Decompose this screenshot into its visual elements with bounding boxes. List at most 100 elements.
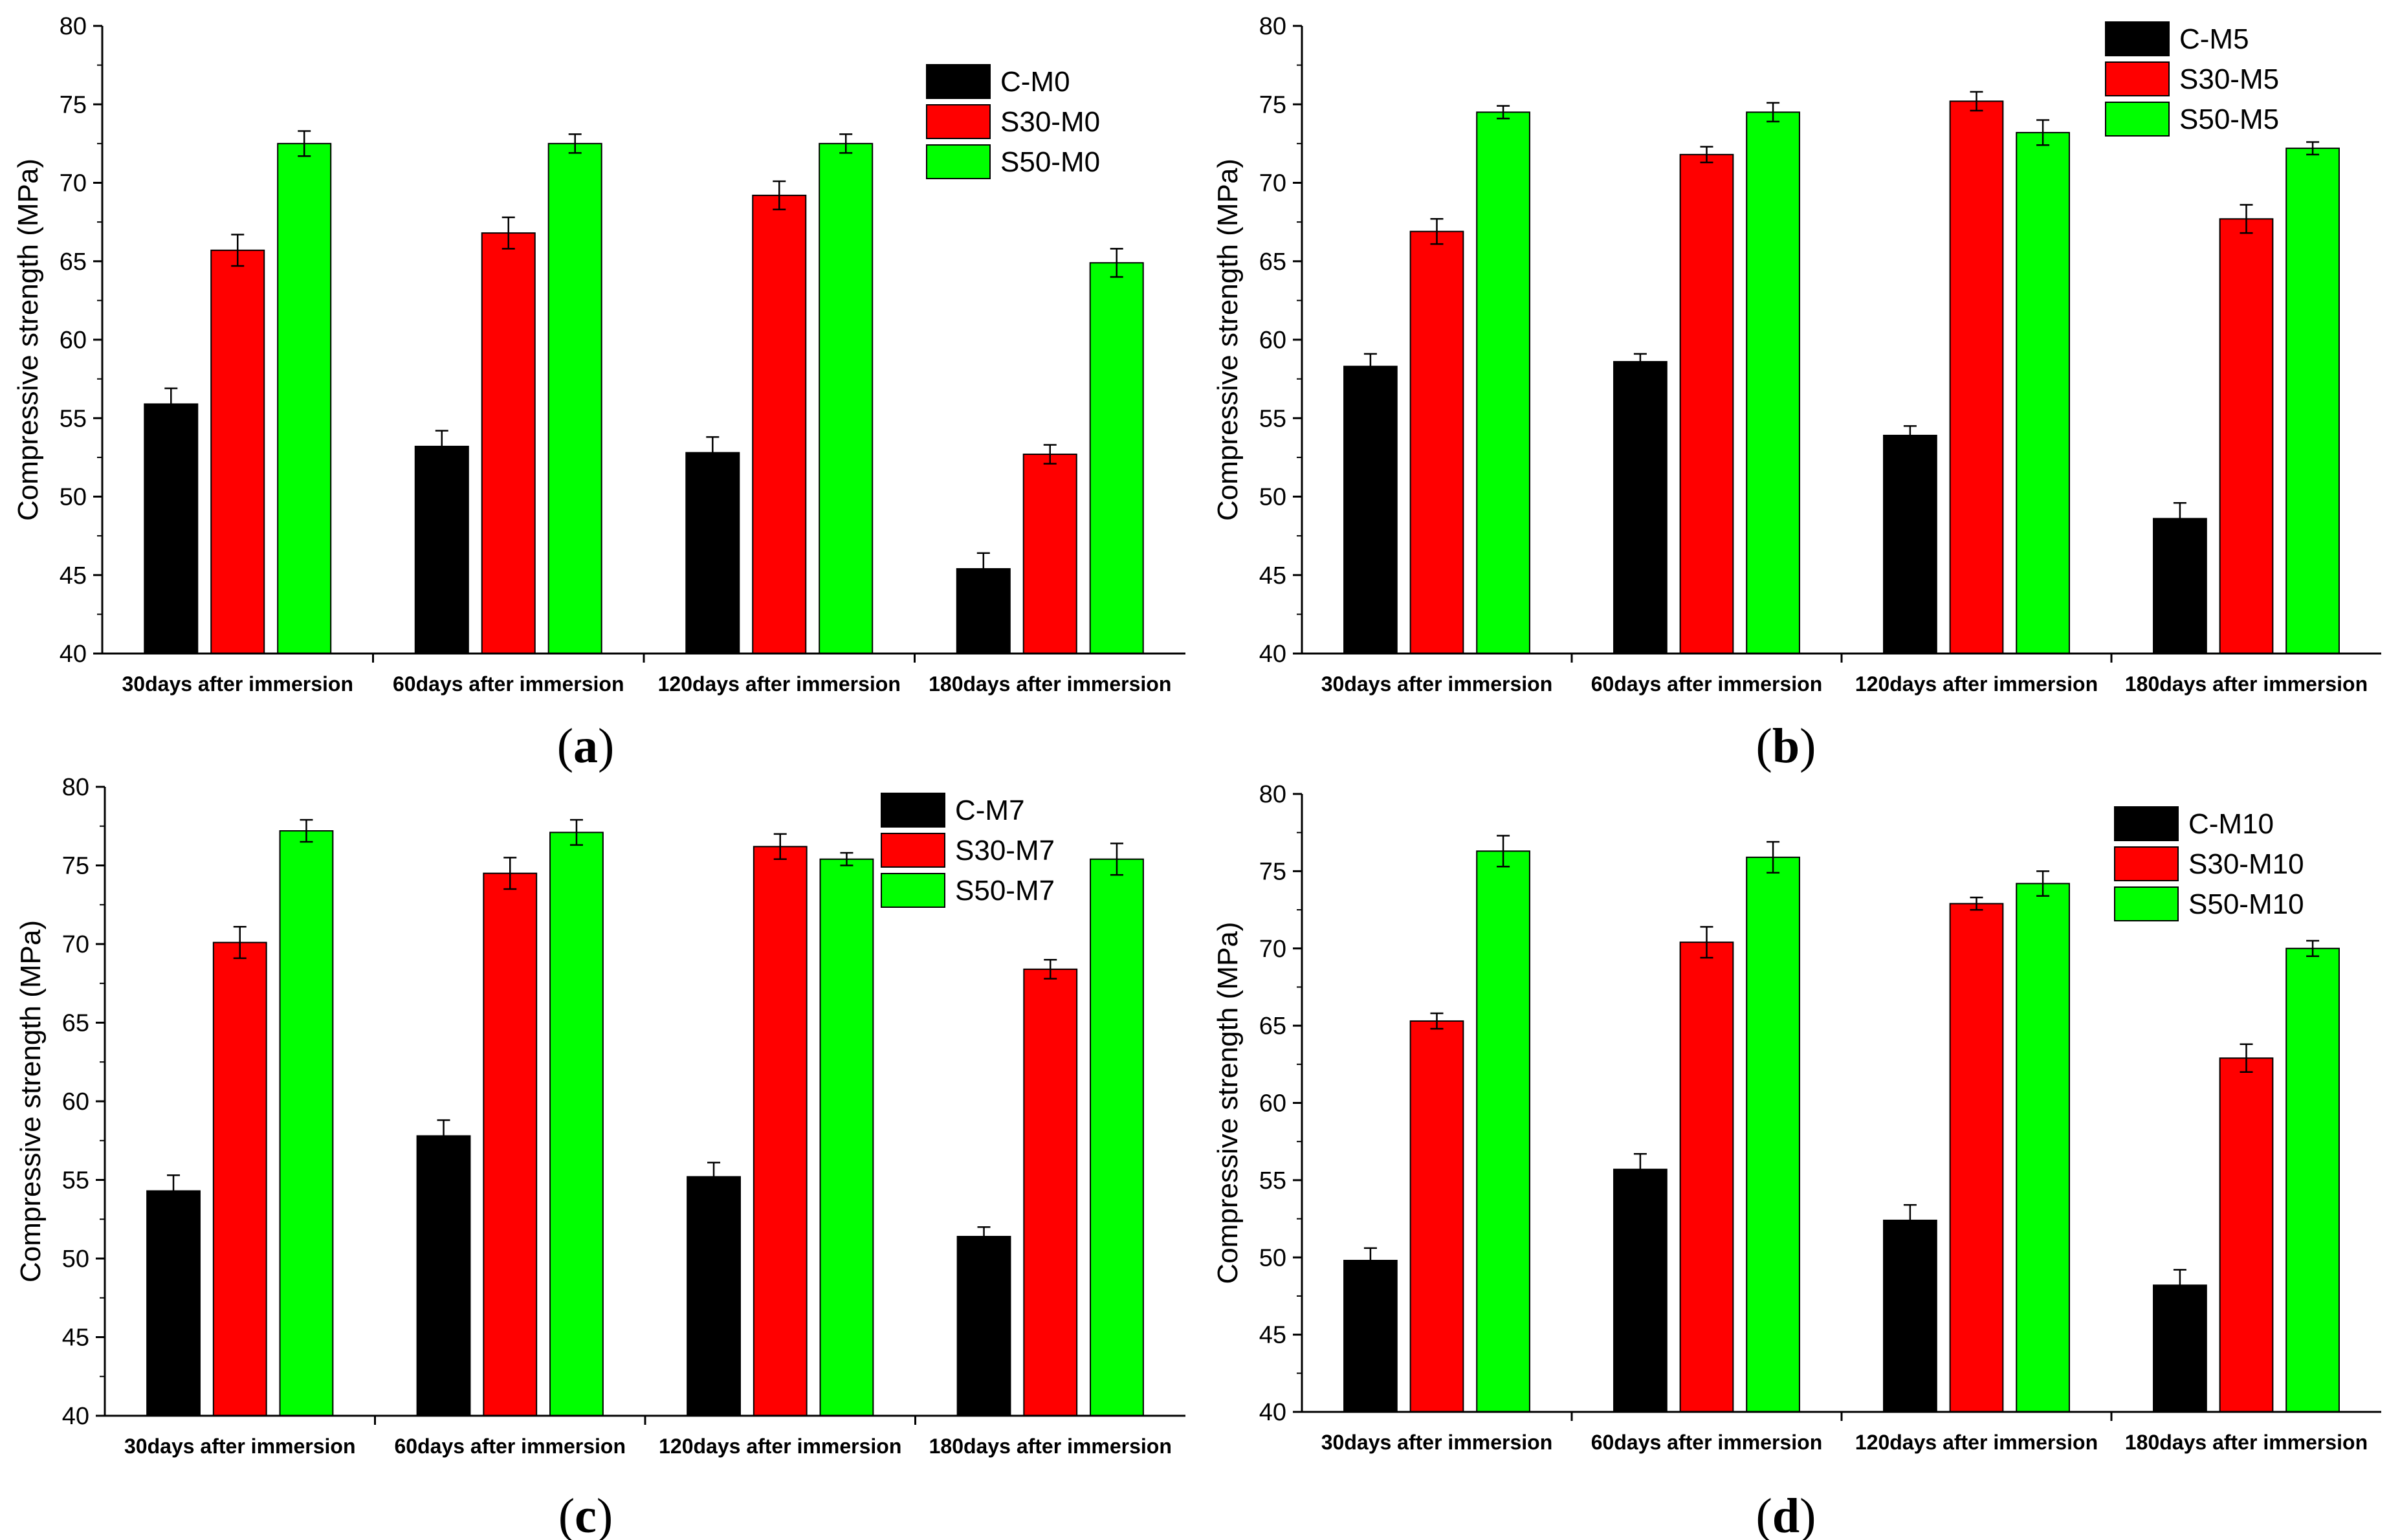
bar-C-M5-1 xyxy=(1343,366,1398,654)
bar-S30-M5-1 xyxy=(1409,230,1464,654)
bar-S50-M5-4 xyxy=(2285,148,2340,654)
bar-S30-M10-4 xyxy=(2219,1057,2274,1413)
bar-C-M10-1 xyxy=(1343,1260,1398,1413)
x-tick-label: 180days after immersion xyxy=(929,672,1171,696)
bar-C-M7-2 xyxy=(416,1135,471,1416)
y-tick-label: 45 xyxy=(60,562,87,589)
bar-S30-M10-1 xyxy=(1409,1020,1464,1413)
error-bar-C-M10-4 xyxy=(2173,1269,2186,1302)
error-bar-S30-M10-2 xyxy=(1700,926,1713,959)
legend-swatch-C-M5 xyxy=(2105,21,2170,56)
legend-label-S30-M10: S30-M10 xyxy=(2188,848,2304,880)
y-tick-label: 75 xyxy=(1259,91,1286,118)
bar-S50-M10-1 xyxy=(1476,850,1530,1413)
legend: C-M7 S30-M7 S50-M7 xyxy=(881,793,1055,908)
error-bar-C-M7-2 xyxy=(437,1119,450,1153)
legend-label-C-M7: C-M7 xyxy=(955,795,1025,826)
bar-C-M5-4 xyxy=(2153,518,2207,655)
panel-caption: (c) xyxy=(558,1489,613,1540)
bar-S50-M7-4 xyxy=(1090,858,1144,1416)
bar-S30-M5-4 xyxy=(2219,218,2274,654)
x-tick-label: 30days after immersion xyxy=(122,672,354,696)
error-bar-S50-M7-3 xyxy=(840,852,853,866)
panel-b: 30days after immersion 60days after immer… xyxy=(1212,13,2381,773)
x-tick-label: 60days after immersion xyxy=(393,672,624,696)
legend: C-M0 S30-M0 S50-M0 xyxy=(926,64,1100,179)
error-bar-S50-M7-1 xyxy=(300,819,313,843)
bar-S30-M10-2 xyxy=(1679,941,1734,1413)
y-tick-label: 45 xyxy=(1259,562,1286,589)
y-tick-label: 55 xyxy=(60,405,87,432)
y-tick-label: 50 xyxy=(1259,484,1286,511)
y-tick-label: 50 xyxy=(60,484,87,511)
bar-S30-M0-1 xyxy=(210,249,265,654)
y-tick-label: 60 xyxy=(1259,1090,1286,1117)
bar-S30-M7-4 xyxy=(1023,968,1078,1416)
y-tick-label: 45 xyxy=(1259,1322,1286,1349)
y-axis-title: Compressive strength (MPa) xyxy=(1212,159,1244,521)
error-bar-C-M10-3 xyxy=(1903,1204,1917,1237)
x-tick-label: 120days after immersion xyxy=(658,672,901,696)
legend-label-S30-M0: S30-M0 xyxy=(1000,106,1100,138)
bar-S50-M7-1 xyxy=(279,830,334,1417)
error-bar-S30-M10-1 xyxy=(1430,1012,1444,1030)
error-bar-C-M5-3 xyxy=(1903,425,1917,446)
error-bar-S30-M0-3 xyxy=(773,180,786,210)
error-bar-S30-M7-4 xyxy=(1044,959,1057,980)
x-tick-label: 60days after immersion xyxy=(395,1435,626,1458)
error-bar-C-M10-1 xyxy=(1363,1247,1377,1274)
y-tick-label: 80 xyxy=(1259,781,1286,808)
y-tick-label: 55 xyxy=(1259,1167,1286,1194)
legend-swatch-S50-M0 xyxy=(926,144,991,179)
bar-C-M10-2 xyxy=(1613,1169,1668,1413)
y-tick-label: 65 xyxy=(60,248,87,276)
bar-S30-M5-3 xyxy=(1949,100,2004,654)
legend-swatch-C-M10 xyxy=(2114,806,2179,841)
error-bar-S50-M5-3 xyxy=(2036,119,2050,146)
legend-swatch-S50-M10 xyxy=(2114,886,2179,921)
y-tick-label: 40 xyxy=(60,641,87,668)
legend: C-M5 S30-M5 S50-M5 xyxy=(2105,21,2279,137)
bar-S30-M5-2 xyxy=(1679,153,1734,655)
error-bar-C-M7-4 xyxy=(977,1226,991,1247)
y-tick-label: 75 xyxy=(60,91,87,118)
x-tick-label: 180days after immersion xyxy=(2125,1431,2368,1454)
error-bar-C-M5-1 xyxy=(1363,353,1377,380)
bar-C-M5-2 xyxy=(1613,360,1668,654)
y-tick-label: 75 xyxy=(62,853,89,880)
bar-S30-M0-2 xyxy=(481,232,536,655)
bar-S50-M5-1 xyxy=(1476,111,1530,654)
error-bar-S30-M7-3 xyxy=(773,833,787,861)
y-axis-title: Compressive strength (MPa) xyxy=(12,159,44,521)
y-tick-label: 60 xyxy=(60,327,87,354)
bar-S30-M0-3 xyxy=(752,194,807,654)
legend-swatch-S30-M10 xyxy=(2114,846,2179,881)
panel-c: 30days after immersion 60days after immer… xyxy=(15,774,1185,1540)
y-tick-label: 55 xyxy=(1259,405,1286,432)
error-bar-S30-M5-2 xyxy=(1700,146,1713,164)
error-bar-S50-M10-1 xyxy=(1497,835,1510,868)
error-bar-C-M7-1 xyxy=(167,1174,181,1208)
y-tick-label: 80 xyxy=(60,13,87,40)
error-bar-S50-M10-2 xyxy=(1767,841,1780,874)
x-tick-label: 120days after immersion xyxy=(659,1435,901,1458)
y-tick-label: 80 xyxy=(1259,13,1286,40)
bar-S30-M7-1 xyxy=(212,941,267,1416)
y-tick-label: 70 xyxy=(1259,936,1286,963)
x-tick-label: 180days after immersion xyxy=(929,1435,1172,1458)
legend-swatch-S30-M0 xyxy=(926,104,991,139)
y-tick-label: 40 xyxy=(1259,1399,1286,1426)
y-axis-title: Compressive strength (MPa) xyxy=(15,920,47,1282)
bar-S50-M5-3 xyxy=(2016,131,2070,654)
bar-S30-M0-4 xyxy=(1022,454,1077,655)
bar-C-M7-1 xyxy=(146,1190,201,1416)
bar-S50-M0-3 xyxy=(819,142,874,654)
bar-S30-M7-3 xyxy=(753,846,808,1416)
legend-swatch-C-M0 xyxy=(926,64,991,99)
error-bar-C-M5-4 xyxy=(2173,501,2186,535)
error-bar-S50-M0-1 xyxy=(298,130,311,157)
panel-caption: (b) xyxy=(1756,719,1816,773)
bar-S50-M0-2 xyxy=(547,142,602,654)
error-bar-C-M0-3 xyxy=(706,436,720,470)
